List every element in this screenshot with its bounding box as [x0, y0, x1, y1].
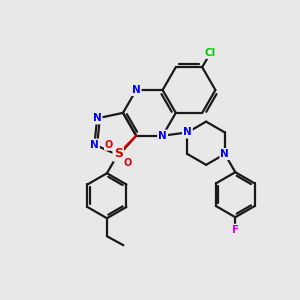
Text: F: F: [232, 225, 239, 235]
Text: N: N: [183, 128, 192, 137]
Text: O: O: [105, 140, 113, 150]
Text: N: N: [90, 140, 99, 150]
Text: N: N: [132, 85, 141, 95]
Text: N: N: [93, 113, 102, 123]
Text: Cl: Cl: [205, 48, 216, 58]
Text: N: N: [158, 131, 167, 141]
Text: N: N: [220, 149, 229, 159]
Text: S: S: [114, 147, 123, 160]
Text: O: O: [123, 158, 131, 168]
Text: N: N: [114, 150, 123, 160]
